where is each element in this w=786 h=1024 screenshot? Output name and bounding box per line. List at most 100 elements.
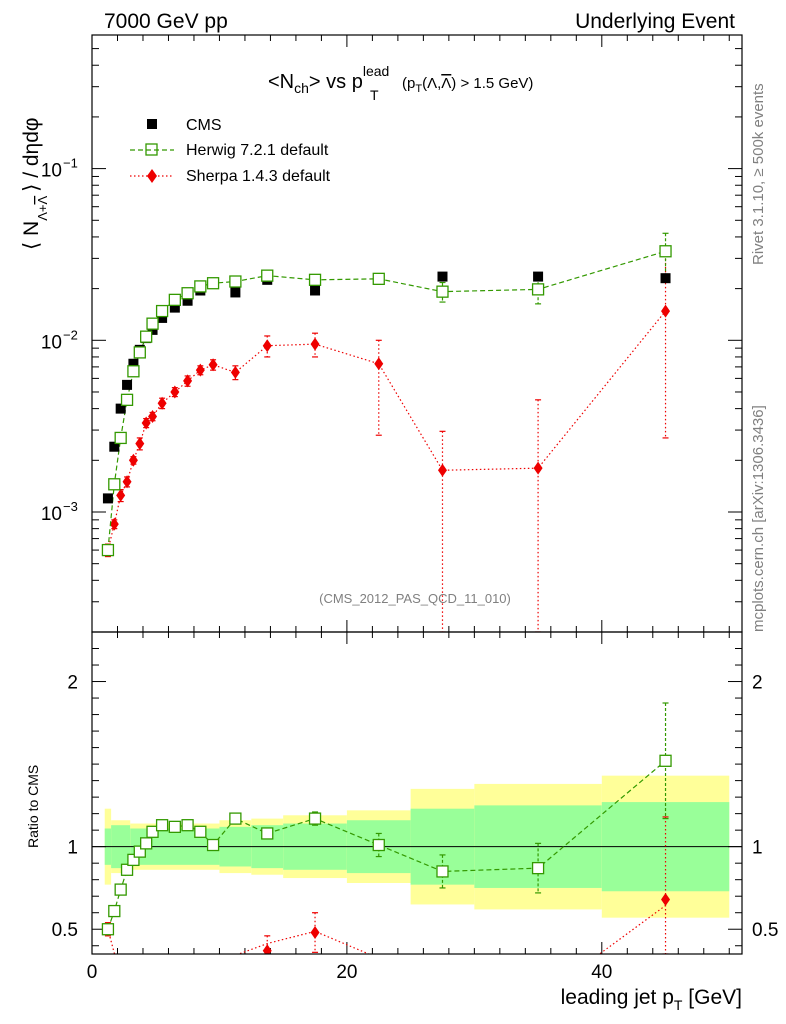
herwig-ratio-point [140,837,153,850]
ylabel-text-b: ⟩ / dηdφ [20,117,43,191]
ratio-panel: 0 20 40 0.5 0.5 1 1 2 2 Ratio to CMS leading jet… [25,631,778,1013]
cms-point [115,403,126,414]
ratio-panel-frame [91,631,743,955]
legend-marker-sherpa [147,169,157,183]
cms-point [122,379,133,390]
legend-marker-cms [147,119,157,129]
herwig-point [436,285,449,298]
title-text-c: (p [402,75,415,92]
x-tick-label: 20 [336,962,357,983]
herwig-ratio-point [133,845,146,858]
y-axis-label-ratio: Ratio to CMS [25,765,41,848]
herwig-ratio-point [108,904,121,918]
x-axis-label: leading jet pT [GeV] [561,986,742,1013]
cms-point [230,287,241,298]
herwig-ratio-point [261,827,274,840]
legend-label-sherpa: Sherpa 1.4.3 default [186,168,331,185]
main-panel-data [101,232,672,632]
herwig-ratio-point [229,812,242,825]
herwig-point [181,287,194,300]
sherpa-point [230,365,240,379]
cms-point [109,441,120,452]
y-tick-label: 10 [41,504,62,525]
main-title: <Nch> vs plead [268,63,389,96]
sherpa-point [109,517,119,531]
side-label-rivet: Rivet 3.1.10, ≥ 500k events [750,83,767,265]
xlabel-text-a: leading jet p [561,986,674,1009]
herwig-point [308,273,322,286]
sherpa-point [374,357,384,371]
herwig-ratio-point [181,819,194,832]
cms-point [157,312,168,323]
x-tick-label: 0 [87,962,98,983]
herwig-point [206,277,220,290]
cms-point [169,302,180,313]
header-right: Underlying Event [575,10,735,33]
y-tick-label: 10 [41,332,62,353]
y-tick-label-right: 1 [752,838,763,859]
sherpa-point [122,475,132,489]
sherpa-point [195,363,205,377]
title-sub-a: ch [294,80,309,96]
herwig-ratio-point [155,819,169,832]
sherpa-point [128,453,138,467]
herwig-point [140,330,153,343]
sherpa-line [107,310,666,551]
ylabel-sub-a: Λ+ [35,205,50,221]
ylabel-sub-bar: Λ [35,196,50,205]
y-tick-label: 1 [67,838,78,859]
herwig-point [155,304,169,318]
herwig-ratio-point [127,853,140,867]
sherpa-point [661,304,671,318]
sherpa-point [170,385,180,399]
y-axis-label-main: ⟨ NΛ+Λ ⟩ / dηdφ [20,117,50,250]
herwig-point [531,283,545,296]
sherpa-point [262,339,272,353]
sherpa-point [116,488,126,502]
sherpa-point [437,463,447,477]
y-tick-label-exponent: −2 [63,327,78,342]
header-left: 7000 GeV pp [104,10,228,33]
title-bar-d: Λ [441,75,451,92]
herwig-point [146,317,159,330]
sherpa-point [157,396,167,410]
legend: CMS Herwig 7.2.1 default Sherpa 1.4.3 de… [130,117,331,185]
cms-point [310,285,321,296]
herwig-ratio-point [206,838,220,852]
herwig-ratio-point [114,883,127,896]
sherpa-ratio-point [310,926,320,940]
herwig-point [108,478,121,491]
herwig-point [659,245,672,258]
legend-label-cms: CMS [186,117,222,134]
sherpa-point [148,409,158,423]
herwig-ratio-point [194,825,207,838]
herwig-point [101,543,115,557]
herwig-ratio-point [308,812,322,825]
herwig-point [168,293,181,307]
legend-label-herwig: Herwig 7.2.1 default [186,142,329,159]
y-tick-label: 0.5 [52,920,78,941]
y-tick-label-exponent: −1 [63,156,78,171]
herwig-point [372,272,385,285]
ratio-panel-bands [92,775,742,918]
herwig-point [261,269,274,282]
title-text-e: ) > 1.5 GeV) [451,75,533,92]
herwig-point [229,275,242,288]
herwig-ratio-point [146,825,159,838]
herwig-ratio-point [372,838,385,852]
cms-point [533,271,544,282]
ratio-panel-ticks: 0 20 40 0.5 0.5 1 1 2 2 [52,632,778,983]
sherpa-point [183,374,193,388]
xlabel-text-b: [GeV] [682,986,742,1009]
herwig-ratio-point [531,861,545,875]
sherpa-ratio-point [262,944,272,954]
y-tick-label-exponent: −3 [63,499,78,514]
title-sub-b: T [370,87,379,103]
y-tick-label: 10 [41,161,62,182]
herwig-ratio-point [659,754,672,767]
y-tick-label: 2 [67,673,78,694]
sherpa-ratio-point [661,893,671,907]
herwig-ratio-point [436,865,449,878]
sherpa-point [533,461,543,475]
cms-point [147,324,158,335]
